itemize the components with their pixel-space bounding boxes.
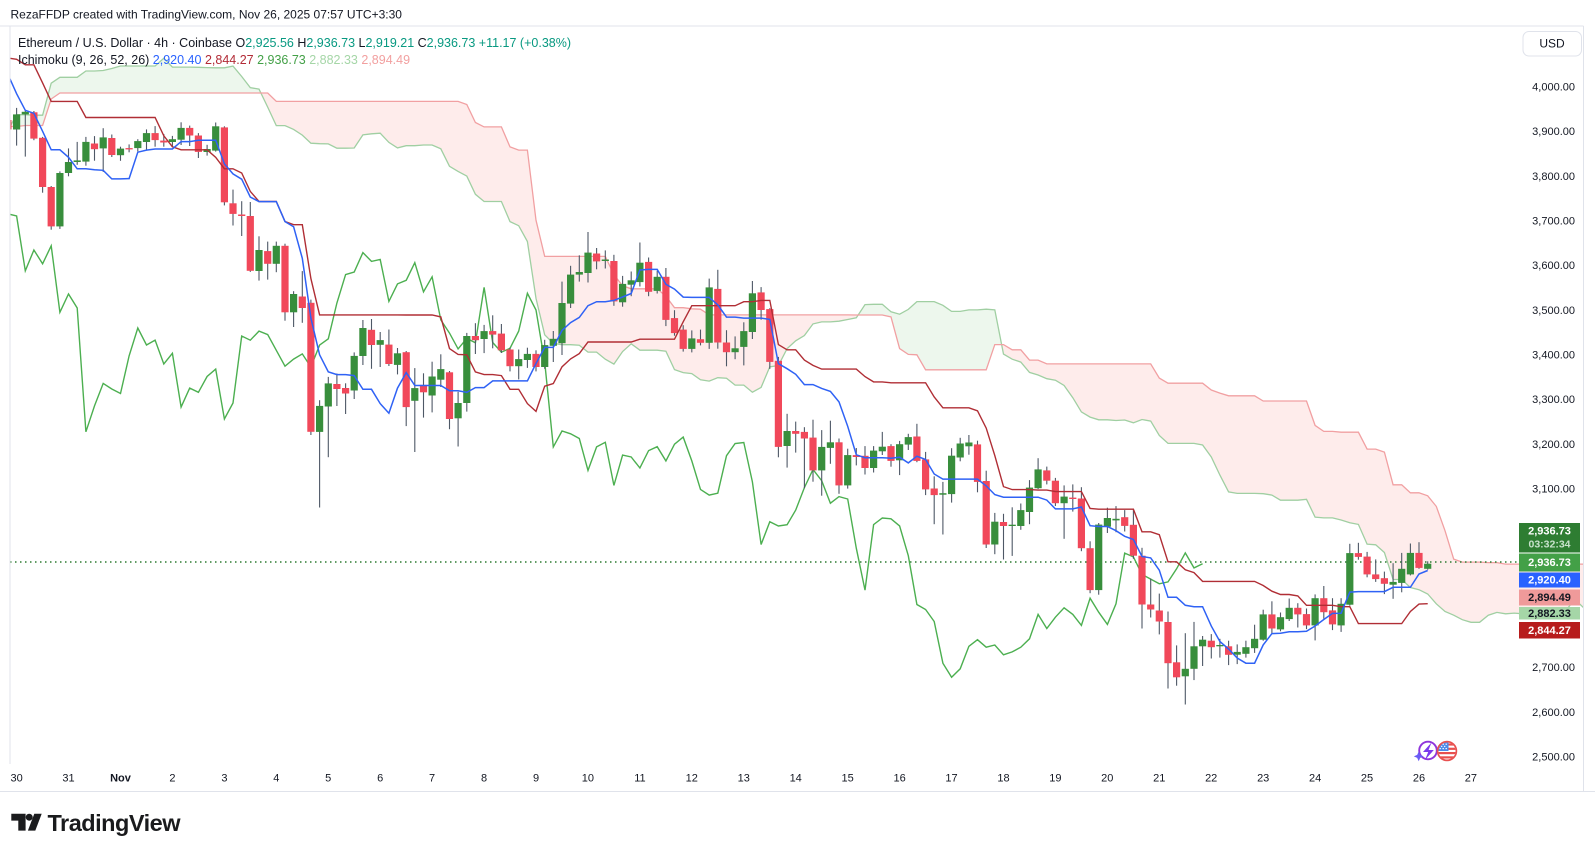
svg-text:11: 11: [634, 773, 645, 785]
svg-text:2,500.00: 2,500.00: [1532, 752, 1575, 764]
svg-text:TradingView: TradingView: [48, 810, 182, 836]
svg-text:4,000.00: 4,000.00: [1532, 82, 1575, 94]
svg-text:27: 27: [1465, 773, 1477, 785]
svg-text:RezaFFDP created with TradingV: RezaFFDP created with TradingView.com, N…: [11, 8, 403, 22]
svg-text:24: 24: [1309, 773, 1321, 785]
svg-text:USD: USD: [1539, 37, 1565, 51]
svg-text:2,936.73: 2,936.73: [1528, 526, 1571, 538]
svg-text:7: 7: [429, 773, 435, 785]
svg-text:3,900.00: 3,900.00: [1532, 126, 1575, 138]
svg-text:3,600.00: 3,600.00: [1532, 260, 1575, 272]
svg-text:Ethereum / U.S. Dollar · 4h ·: Ethereum / U.S. Dollar · 4h · Coinbase O…: [18, 36, 571, 50]
svg-text:2,700.00: 2,700.00: [1532, 662, 1575, 674]
svg-text:25: 25: [1361, 773, 1373, 785]
svg-text:12: 12: [686, 773, 698, 785]
svg-text:26: 26: [1413, 773, 1425, 785]
svg-text:2: 2: [169, 773, 175, 785]
svg-text:2,894.49: 2,894.49: [1528, 592, 1571, 604]
svg-text:31: 31: [62, 773, 74, 785]
svg-text:3,300.00: 3,300.00: [1532, 394, 1575, 406]
svg-text:22: 22: [1205, 773, 1217, 785]
svg-text:10: 10: [582, 773, 594, 785]
svg-text:3: 3: [221, 773, 227, 785]
svg-text:13: 13: [738, 773, 750, 785]
svg-text:3,200.00: 3,200.00: [1532, 439, 1575, 451]
svg-text:Ichimoku (9, 26, 52, 26) 2,920: Ichimoku (9, 26, 52, 26) 2,920.40 2,844.…: [18, 53, 410, 67]
svg-text:17: 17: [945, 773, 957, 785]
svg-text:8: 8: [481, 773, 487, 785]
svg-text:30: 30: [10, 773, 22, 785]
svg-text:3,400.00: 3,400.00: [1532, 350, 1575, 362]
svg-text:15: 15: [841, 773, 853, 785]
svg-text:20: 20: [1101, 773, 1113, 785]
svg-text:3,100.00: 3,100.00: [1532, 484, 1575, 496]
svg-text:23: 23: [1257, 773, 1269, 785]
svg-text:18: 18: [997, 773, 1009, 785]
svg-text:21: 21: [1153, 773, 1165, 785]
svg-text:4: 4: [273, 773, 279, 785]
svg-text:03:32:34: 03:32:34: [1528, 539, 1570, 551]
svg-text:3,700.00: 3,700.00: [1532, 216, 1575, 228]
svg-text:16: 16: [893, 773, 905, 785]
svg-text:2,844.27: 2,844.27: [1528, 625, 1571, 637]
svg-text:2,600.00: 2,600.00: [1532, 707, 1575, 719]
svg-text:5: 5: [325, 773, 331, 785]
svg-text:2,882.33: 2,882.33: [1528, 608, 1571, 620]
svg-text:19: 19: [1049, 773, 1061, 785]
svg-text:3,500.00: 3,500.00: [1532, 305, 1575, 317]
svg-text:14: 14: [790, 773, 802, 785]
svg-text:6: 6: [377, 773, 383, 785]
svg-text:9: 9: [533, 773, 539, 785]
svg-text:2,936.73: 2,936.73: [1528, 557, 1571, 569]
svg-text:3,800.00: 3,800.00: [1532, 171, 1575, 183]
svg-text:Nov: Nov: [110, 773, 132, 785]
svg-text:2,920.40: 2,920.40: [1528, 575, 1571, 587]
